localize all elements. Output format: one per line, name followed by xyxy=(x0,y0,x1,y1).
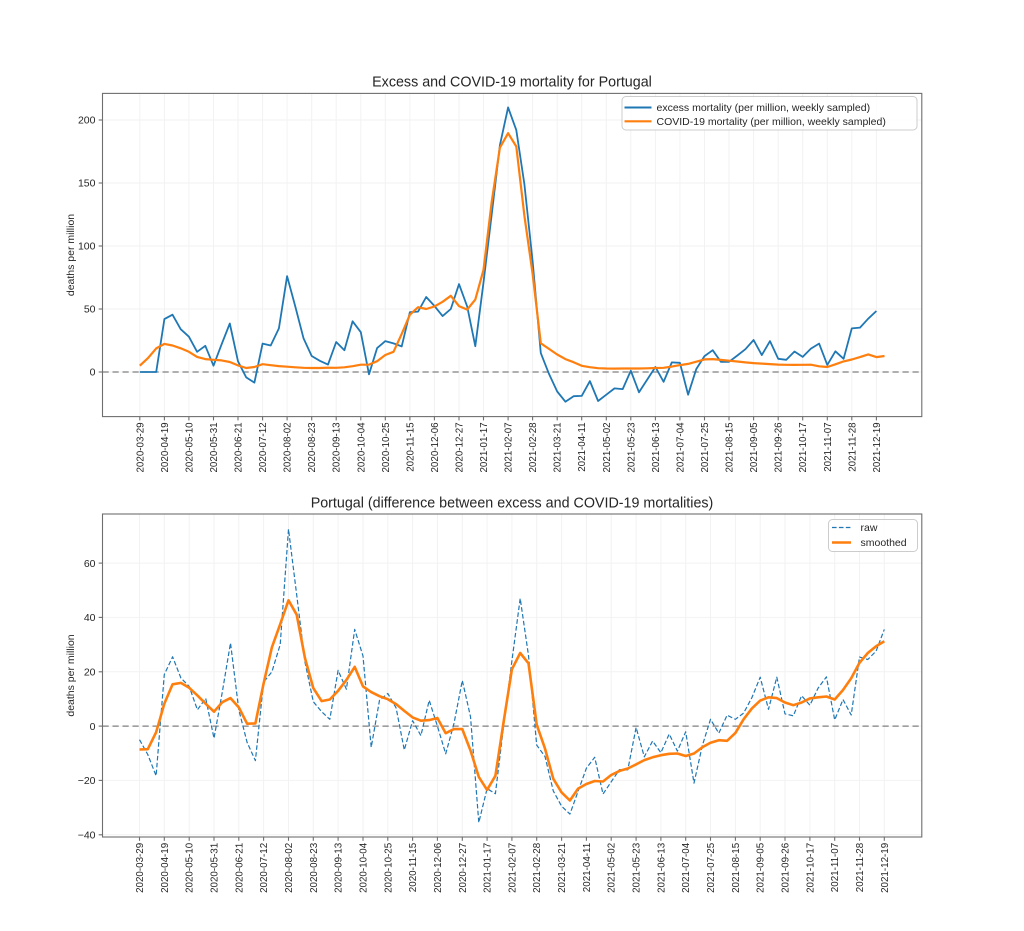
svg-text:2021-10-17: 2021-10-17 xyxy=(798,422,809,472)
svg-text:2020-08-02: 2020-08-02 xyxy=(283,422,294,472)
svg-text:2021-05-02: 2021-05-02 xyxy=(607,843,618,893)
svg-text:2021-10-17: 2021-10-17 xyxy=(805,843,816,893)
svg-text:2021-02-07: 2021-02-07 xyxy=(507,843,518,893)
svg-text:2020-03-29: 2020-03-29 xyxy=(135,422,146,472)
svg-text:2021-09-05: 2021-09-05 xyxy=(756,842,767,893)
svg-text:2020-10-04: 2020-10-04 xyxy=(356,422,367,473)
svg-text:−40: −40 xyxy=(78,830,96,842)
svg-text:COVID-19 mortality (per millio: COVID-19 mortality (per million, weekly … xyxy=(657,116,886,128)
svg-text:2021-02-28: 2021-02-28 xyxy=(532,842,543,893)
svg-text:2021-07-25: 2021-07-25 xyxy=(706,842,717,893)
svg-text:200: 200 xyxy=(78,115,96,127)
svg-text:0: 0 xyxy=(90,367,96,379)
svg-text:2021-09-26: 2021-09-26 xyxy=(781,842,792,893)
svg-text:2020-04-19: 2020-04-19 xyxy=(160,422,171,472)
svg-text:2021-12-19: 2021-12-19 xyxy=(880,843,891,893)
svg-text:2021-05-23: 2021-05-23 xyxy=(626,422,637,473)
svg-text:2021-08-15: 2021-08-15 xyxy=(725,422,736,473)
svg-text:150: 150 xyxy=(78,178,96,190)
svg-text:2020-06-21: 2020-06-21 xyxy=(234,422,245,472)
svg-text:2021-06-13: 2021-06-13 xyxy=(651,422,662,473)
svg-text:2020-08-02: 2020-08-02 xyxy=(284,843,295,893)
svg-text:2021-02-07: 2021-02-07 xyxy=(504,422,515,472)
svg-text:2020-09-13: 2020-09-13 xyxy=(334,842,345,893)
svg-text:20: 20 xyxy=(84,667,96,679)
svg-text:2021-11-28: 2021-11-28 xyxy=(855,842,866,892)
svg-text:raw: raw xyxy=(861,522,878,534)
svg-text:2020-03-29: 2020-03-29 xyxy=(135,843,146,893)
svg-text:2021-11-28: 2021-11-28 xyxy=(847,422,858,472)
svg-text:2020-06-21: 2020-06-21 xyxy=(234,843,245,893)
svg-text:2021-11-07: 2021-11-07 xyxy=(823,422,834,471)
svg-text:100: 100 xyxy=(78,241,96,253)
svg-text:50: 50 xyxy=(84,304,96,316)
svg-text:2020-11-15: 2020-11-15 xyxy=(408,842,419,892)
svg-text:2021-01-17: 2021-01-17 xyxy=(483,843,494,893)
svg-text:2021-04-11: 2021-04-11 xyxy=(582,843,593,892)
svg-text:2020-07-12: 2020-07-12 xyxy=(258,422,269,472)
svg-text:Excess and COVID-19 mortality: Excess and COVID-19 mortality for Portug… xyxy=(372,74,652,90)
svg-text:2020-11-15: 2020-11-15 xyxy=(405,422,416,472)
svg-text:2020-08-23: 2020-08-23 xyxy=(307,422,318,473)
svg-text:deaths per million: deaths per million xyxy=(65,634,77,716)
svg-text:Portugal (difference between e: Portugal (difference between excess and … xyxy=(311,495,714,511)
svg-text:2020-05-31: 2020-05-31 xyxy=(209,422,220,472)
svg-text:2021-03-21: 2021-03-21 xyxy=(557,843,568,893)
svg-text:2020-04-19: 2020-04-19 xyxy=(160,843,171,893)
svg-text:2021-07-04: 2021-07-04 xyxy=(681,842,692,893)
svg-text:40: 40 xyxy=(84,612,96,624)
svg-text:2021-05-02: 2021-05-02 xyxy=(602,422,613,472)
svg-text:2020-12-27: 2020-12-27 xyxy=(455,422,466,472)
svg-text:2021-09-26: 2021-09-26 xyxy=(774,422,785,473)
svg-text:2020-10-25: 2020-10-25 xyxy=(381,422,392,473)
svg-text:2020-08-23: 2020-08-23 xyxy=(309,842,320,893)
svg-text:2021-08-15: 2021-08-15 xyxy=(731,842,742,893)
svg-text:−20: −20 xyxy=(78,775,96,787)
svg-text:2021-12-19: 2021-12-19 xyxy=(872,422,883,472)
svg-text:2020-10-25: 2020-10-25 xyxy=(383,842,394,893)
svg-text:2020-09-13: 2020-09-13 xyxy=(332,422,343,473)
svg-text:2021-04-11: 2021-04-11 xyxy=(577,422,588,471)
svg-text:2020-05-31: 2020-05-31 xyxy=(210,843,221,893)
svg-text:2021-05-23: 2021-05-23 xyxy=(632,842,643,893)
svg-text:2020-10-04: 2020-10-04 xyxy=(359,842,370,893)
svg-text:2021-07-25: 2021-07-25 xyxy=(700,422,711,473)
svg-text:2020-05-10: 2020-05-10 xyxy=(185,842,196,893)
svg-text:2020-12-27: 2020-12-27 xyxy=(458,843,469,893)
svg-text:2021-11-07: 2021-11-07 xyxy=(830,843,841,892)
svg-text:2020-05-10: 2020-05-10 xyxy=(184,422,195,473)
svg-text:2020-12-06: 2020-12-06 xyxy=(430,422,441,473)
svg-text:60: 60 xyxy=(84,558,96,570)
svg-text:2021-09-05: 2021-09-05 xyxy=(749,422,760,473)
svg-text:0: 0 xyxy=(90,721,96,733)
svg-text:2020-07-12: 2020-07-12 xyxy=(259,843,270,893)
svg-text:2021-07-04: 2021-07-04 xyxy=(675,422,686,473)
svg-text:smoothed: smoothed xyxy=(861,537,907,549)
svg-text:2021-01-17: 2021-01-17 xyxy=(479,422,490,472)
svg-text:2021-03-21: 2021-03-21 xyxy=(553,422,564,472)
svg-text:2021-02-28: 2021-02-28 xyxy=(528,422,539,473)
svg-text:deaths per million: deaths per million xyxy=(65,214,77,296)
svg-text:excess mortality (per million,: excess mortality (per million, weekly sa… xyxy=(657,102,871,114)
svg-text:2021-06-13: 2021-06-13 xyxy=(656,842,667,893)
svg-text:2020-12-06: 2020-12-06 xyxy=(433,842,444,893)
